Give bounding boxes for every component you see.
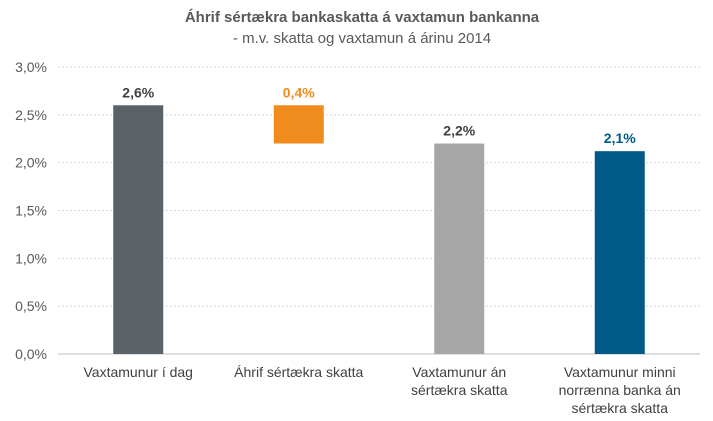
- data-label: 0,4%: [283, 84, 315, 100]
- category-label: Vaxtamunur í dag: [84, 364, 193, 380]
- chart-subtitle: - m.v. skatta og vaxtamun á árinu 2014: [233, 30, 491, 47]
- y-tick-label: 2,5%: [15, 107, 47, 123]
- category-label: sértækra skatta: [411, 382, 508, 398]
- category-label: Áhrif sértækra skatta: [234, 364, 363, 380]
- bar: [594, 151, 645, 354]
- y-tick-label: 2,0%: [15, 155, 47, 171]
- y-tick-label: 3,0%: [15, 59, 47, 75]
- y-tick-label: 1,5%: [15, 203, 47, 219]
- category-label: sértækra skatta: [572, 400, 669, 416]
- chart-title: Áhrif sértækra bankaskatta á vaxtamun ba…: [185, 9, 540, 26]
- y-tick-label: 0,5%: [15, 298, 47, 314]
- data-label: 2,2%: [443, 123, 475, 139]
- category-label: norrænna banka án: [559, 382, 681, 398]
- y-tick-label: 1,0%: [15, 250, 47, 266]
- bar: [434, 143, 485, 354]
- bar: [273, 105, 324, 144]
- category-label: Vaxtamunur án: [412, 364, 506, 380]
- category-label: Vaxtamunur minni: [564, 364, 676, 380]
- y-tick-label: 0,0%: [15, 346, 47, 362]
- bar: [113, 105, 164, 355]
- data-label: 2,6%: [122, 84, 154, 100]
- data-label: 2,1%: [604, 130, 636, 146]
